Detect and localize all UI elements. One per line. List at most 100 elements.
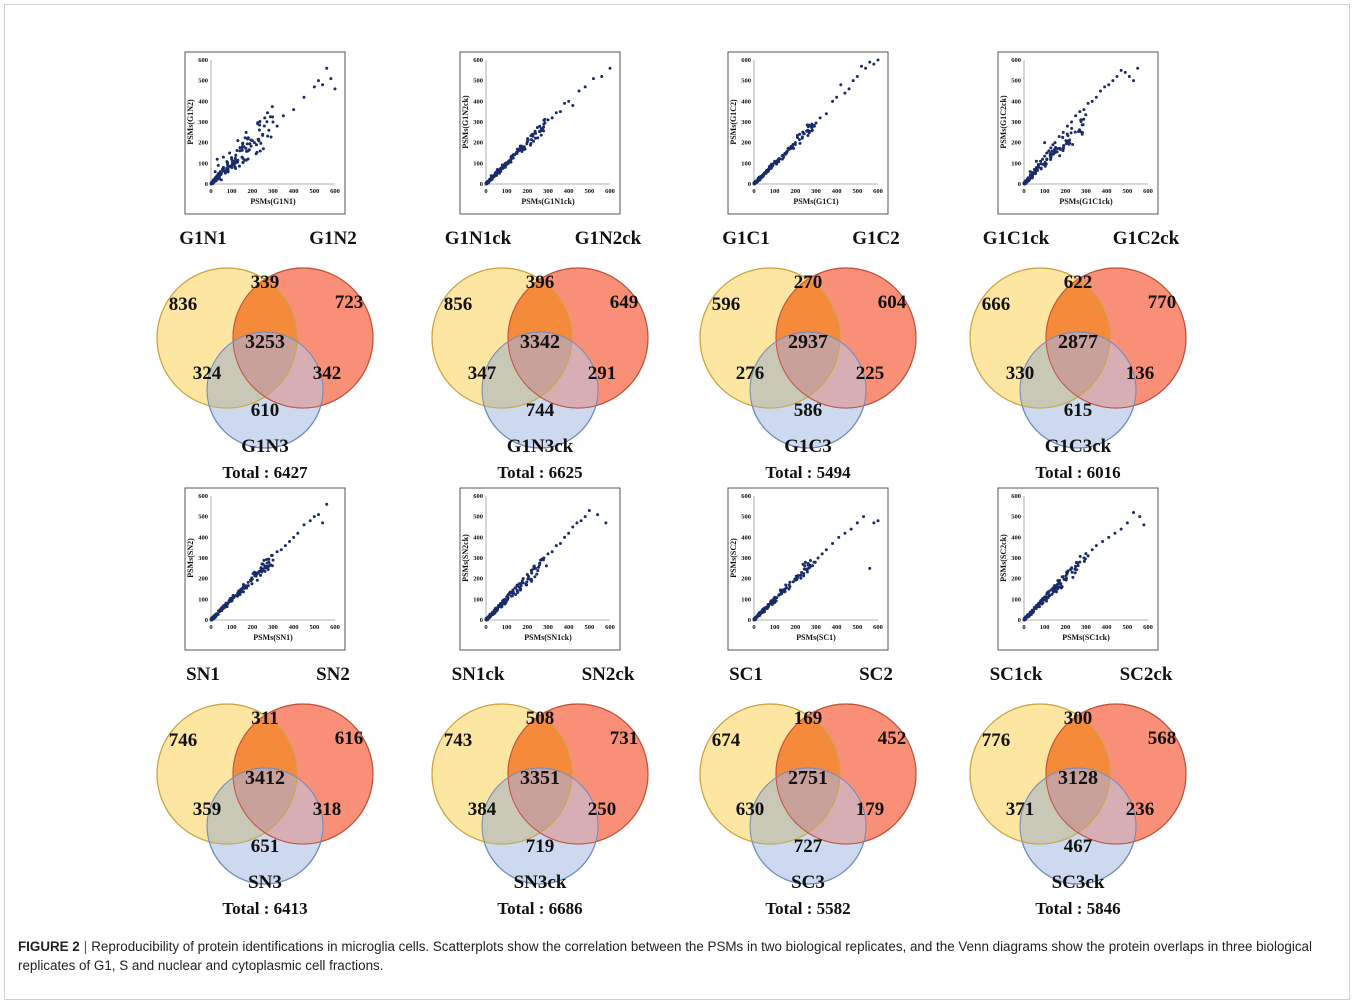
scatter-point [876,519,880,523]
scatter-point [266,134,270,138]
scatter-point [526,577,530,581]
x-tick-label: 500 [852,624,862,631]
venn-count-abc: 2751 [788,767,828,789]
scatter-point [816,556,820,560]
scatter-point [262,124,266,128]
scatter-point [1070,120,1074,124]
scatter-point [267,128,271,132]
venn-set-label-b: G1N2ck [575,228,642,249]
scatter-point [261,569,265,573]
figure-caption: FIGURE 2 | Reproducibility of protein iden… [18,937,1338,975]
scatter-point [764,171,768,175]
scatter-point [262,558,266,562]
venn-diagram: SN1ck SN2ck 743 508 731 3351 384 250 719 SN3ck Tot… [431,664,649,918]
scatter-point [1078,554,1082,558]
scatter-point [805,129,809,133]
x-tick-label: 0 [484,624,487,631]
scatter-point [824,548,828,552]
scatter-point [492,611,496,615]
scatter-point [807,129,811,133]
scatter-point [537,565,541,569]
y-axis-label: PSMs(SC2) [729,538,738,578]
scatter-point [497,171,501,175]
scatter-point [530,571,534,575]
scatter-point [316,79,320,83]
scatter-point [1107,83,1111,87]
scatter-point [522,145,526,149]
scatter-point [783,151,787,155]
panel-4: 00 100 100 200 200 300 300 400 400 500 500 600 600 PS… [969,51,1187,482]
scatter-point [839,83,843,87]
scatter-point [1136,66,1140,70]
venn-count-ac: 359 [193,799,222,820]
scatter-point [275,550,279,554]
scatter-point [753,617,757,621]
y-axis-label: PSMs(SN2ck) [461,534,470,582]
scatter-point [558,110,562,114]
y-tick-label: 100 [198,160,208,167]
scatter-point [226,167,230,171]
x-axis-label: PSMs(G1C1) [793,197,839,206]
scatter-point [1051,590,1055,594]
scatter-point [1113,531,1117,535]
y-tick-label: 400 [741,534,751,541]
scatter-point [1132,79,1136,83]
panel-7: 00 100 100 200 200 300 300 400 400 500 500 600 600 PS… [699,487,917,918]
scatter-point [571,103,575,107]
scatter-point [292,535,296,539]
y-tick-label: 600 [198,493,208,500]
scatter-point [558,542,562,546]
scatter-point [254,143,258,147]
venn-total: Total : 5494 [765,463,851,482]
y-tick-label: 600 [473,57,483,64]
scatter-point [241,160,245,164]
scatter-point [503,163,507,167]
venn-count-bc: 291 [588,363,617,384]
scatter-point [872,521,876,525]
venn-count-ac: 371 [1006,799,1035,820]
scatter-point [259,566,263,570]
scatter-point [514,150,518,154]
scatter-point [532,567,536,571]
scatter-point [591,77,595,81]
scatter-point [1050,588,1054,592]
scatter-point [255,150,259,154]
venn-count-bc: 236 [1126,799,1155,820]
venn-set-label-b: SC2 [859,664,893,685]
x-tick-label: 0 [209,188,212,195]
scatter-point [1034,605,1038,609]
scatter-point [229,599,233,603]
x-tick-label: 0 [484,188,487,195]
x-tick-label: 600 [873,188,883,195]
scatter-point [233,165,237,169]
scatter-point [806,567,810,571]
scatter-point [213,170,217,174]
scatter-point [256,571,260,575]
scatter-point [258,119,262,123]
venn-diagram: G1N1ck G1N2ck 856 396 649 3342 347 291 744 G1N3ck… [431,228,649,482]
y-tick-label: 500 [198,78,208,85]
venn-count-only-c: 615 [1064,400,1093,421]
scatter-point [1034,166,1038,170]
venn-count-only-a: 596 [712,294,741,315]
x-tick-label: 300 [1081,188,1091,195]
scatter-point [1031,609,1035,613]
scatter-point [1098,89,1102,93]
scatter-point [876,58,880,62]
y-tick-label: 100 [741,596,751,603]
scatter-point [1022,618,1026,622]
scatter-frame [997,51,1159,215]
scatter-point [235,593,239,597]
scatter-point [1041,601,1045,605]
scatter-point [868,60,872,64]
scatter-point [529,577,533,581]
x-axis-label: PSMs(SN1) [253,633,293,642]
scatter-point [575,521,579,525]
scatter-point [526,137,530,141]
scatter-point [227,600,231,604]
scatter-point [535,125,539,129]
scatter-point [787,587,791,591]
x-tick-label: 600 [330,188,340,195]
scatter-point [209,181,213,185]
scatter-point [312,515,316,519]
